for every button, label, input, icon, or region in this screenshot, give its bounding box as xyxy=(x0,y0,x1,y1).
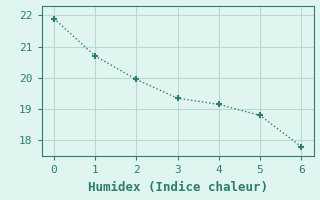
X-axis label: Humidex (Indice chaleur): Humidex (Indice chaleur) xyxy=(88,181,268,194)
